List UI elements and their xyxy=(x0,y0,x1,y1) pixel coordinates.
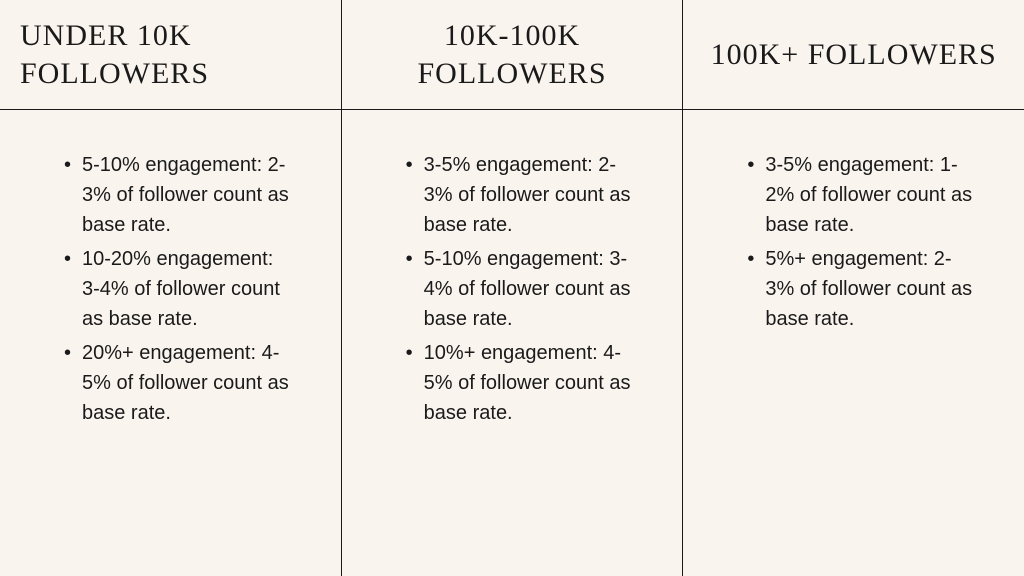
column-body: 3-5% engagement: 2-3% of follower count … xyxy=(342,110,683,576)
list-item: 5%+ engagement: 2-3% of follower count a… xyxy=(743,244,974,334)
list-item: 5-10% engagement: 2-3% of follower count… xyxy=(60,150,291,240)
pricing-table: UNDER 10K FOLLOWERS 5-10% engagement: 2-… xyxy=(0,0,1024,576)
list-item: 10-20% engagement: 3-4% of follower coun… xyxy=(60,244,291,334)
column-body: 5-10% engagement: 2-3% of follower count… xyxy=(0,110,341,576)
column-100k-plus: 100K+ FOLLOWERS 3-5% engagement: 1-2% of… xyxy=(683,0,1024,576)
column-10k-100k: 10K-100K FOLLOWERS 3-5% engagement: 2-3%… xyxy=(342,0,684,576)
column-title: 100K+ FOLLOWERS xyxy=(711,36,997,74)
column-header: 10K-100K FOLLOWERS xyxy=(342,0,683,110)
list-item: 3-5% engagement: 1-2% of follower count … xyxy=(743,150,974,240)
list-item: 3-5% engagement: 2-3% of follower count … xyxy=(402,150,633,240)
rate-list: 3-5% engagement: 1-2% of follower count … xyxy=(743,150,974,334)
list-item: 5-10% engagement: 3-4% of follower count… xyxy=(402,244,633,334)
column-title: UNDER 10K FOLLOWERS xyxy=(20,17,321,92)
list-item: 20%+ engagement: 4-5% of follower count … xyxy=(60,338,291,428)
column-header: 100K+ FOLLOWERS xyxy=(683,0,1024,110)
column-header: UNDER 10K FOLLOWERS xyxy=(0,0,341,110)
column-under-10k: UNDER 10K FOLLOWERS 5-10% engagement: 2-… xyxy=(0,0,342,576)
rate-list: 3-5% engagement: 2-3% of follower count … xyxy=(402,150,633,428)
list-item: 10%+ engagement: 4-5% of follower count … xyxy=(402,338,633,428)
column-title: 10K-100K FOLLOWERS xyxy=(362,17,663,92)
rate-list: 5-10% engagement: 2-3% of follower count… xyxy=(60,150,291,428)
column-body: 3-5% engagement: 1-2% of follower count … xyxy=(683,110,1024,576)
